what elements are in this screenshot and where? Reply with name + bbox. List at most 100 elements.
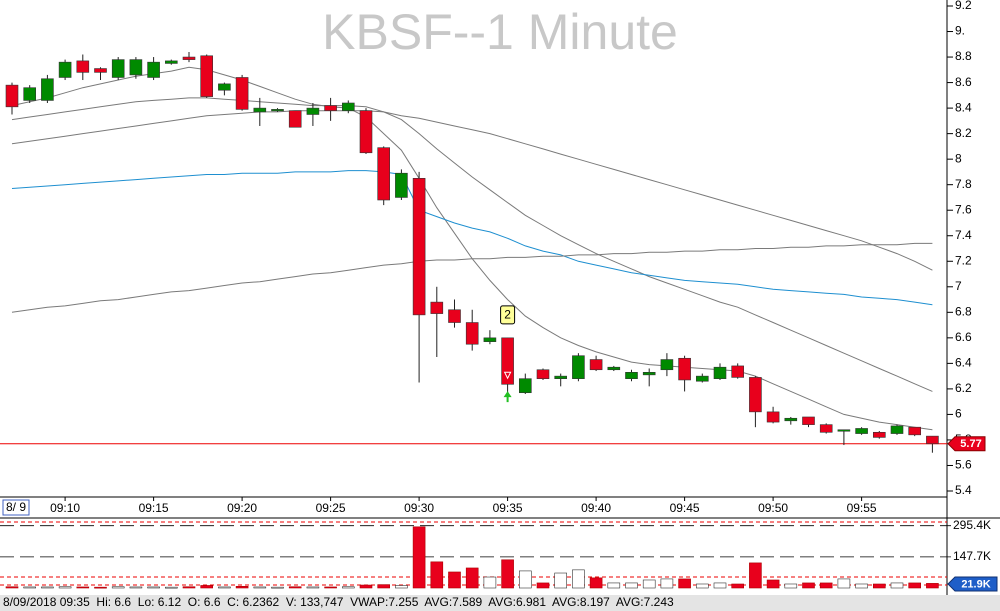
average-line xyxy=(11,97,933,392)
volume-bar xyxy=(837,578,851,589)
candle-body xyxy=(908,426,922,436)
candle-body xyxy=(129,59,143,76)
y-tick-label: 6 xyxy=(955,407,962,421)
volume-bar xyxy=(554,572,568,589)
x-tick-label: 09:35 xyxy=(493,501,523,515)
x-tick-label: 09:50 xyxy=(758,501,788,515)
status-text: 8/09/2018 09:35 Hi: 6.6 Lo: 6.12 O: 6.6 … xyxy=(3,595,674,609)
signal-arrow xyxy=(503,391,512,403)
candle-body xyxy=(572,355,585,379)
average-line xyxy=(11,170,933,306)
candle-body xyxy=(749,377,762,413)
volume-tag-label: 21.9K xyxy=(961,578,990,590)
candle-body xyxy=(253,107,267,113)
candle-body xyxy=(607,366,621,371)
date-box xyxy=(2,499,30,516)
y-tick-label: 9. xyxy=(955,24,965,38)
volume-bar xyxy=(182,586,196,589)
candle-body xyxy=(430,301,444,314)
volume-bar xyxy=(147,586,160,589)
candle-body xyxy=(5,84,19,108)
candle-body xyxy=(483,337,497,342)
y-tick-label: 6.4 xyxy=(955,356,972,370)
candle-body xyxy=(713,366,727,379)
candle-body xyxy=(642,372,656,376)
candle-body xyxy=(837,429,851,432)
candle-body xyxy=(395,172,408,198)
volume-bar xyxy=(395,585,408,589)
candle-body xyxy=(359,110,373,154)
x-tick-label: 09:10 xyxy=(50,501,80,515)
y-tick-label: 6.8 xyxy=(955,304,972,318)
candle-body xyxy=(589,359,603,371)
candle-body xyxy=(76,60,90,73)
volume-bar xyxy=(589,577,603,589)
volume-bar xyxy=(218,586,231,589)
candle-body xyxy=(766,411,780,423)
candle-body xyxy=(200,55,213,97)
y-tick-label: 8.4 xyxy=(955,100,972,114)
candle-body xyxy=(94,68,107,73)
candle-body xyxy=(341,102,355,111)
candle-body xyxy=(271,109,284,112)
candle-body xyxy=(802,416,815,425)
average-line xyxy=(11,242,933,313)
price-tag-label: 5.77 xyxy=(960,438,981,450)
candle-body xyxy=(872,431,886,438)
candle-body xyxy=(377,147,391,201)
price-tag xyxy=(947,436,986,452)
volume-bar xyxy=(607,582,621,589)
volume-bar xyxy=(749,562,762,589)
volume-bar xyxy=(5,586,19,589)
candle-body xyxy=(147,61,160,78)
volume-bar xyxy=(200,585,213,589)
volume-bar xyxy=(129,586,143,589)
volume-bar xyxy=(501,559,514,589)
candle-body xyxy=(412,178,426,316)
candle-body xyxy=(235,77,249,110)
candle-body xyxy=(518,378,532,394)
candle-body xyxy=(625,372,638,379)
x-tick-label: 09:20 xyxy=(227,501,257,515)
volume-bar xyxy=(324,586,337,589)
volume-bar xyxy=(288,586,302,589)
volume-bar xyxy=(766,579,780,589)
volume-bar xyxy=(642,579,656,589)
volume-bar xyxy=(341,586,355,589)
volume-bar xyxy=(271,586,284,589)
candle-body xyxy=(165,60,178,64)
candle-body xyxy=(536,369,550,379)
average-line xyxy=(11,110,933,271)
volume-bar xyxy=(23,586,37,589)
x-tick-label: 09:40 xyxy=(581,501,611,515)
volume-bar xyxy=(695,583,709,589)
signal-triangle xyxy=(503,371,512,380)
y-tick-label: 5.6 xyxy=(955,458,972,472)
volume-bar xyxy=(872,583,886,589)
volume-bar xyxy=(625,582,638,589)
candle-body xyxy=(678,357,691,381)
y-tick-label: 8.8 xyxy=(955,49,972,63)
candle-body xyxy=(58,61,72,78)
volume-bar xyxy=(76,586,90,589)
y-tick-label: 6.2 xyxy=(955,381,972,395)
volume-bar xyxy=(572,569,585,589)
volume-bar xyxy=(41,586,54,589)
candle-body xyxy=(465,322,479,345)
candle-body xyxy=(695,375,709,382)
candle-body xyxy=(855,428,868,434)
candle-body xyxy=(731,365,745,378)
signal-box xyxy=(500,305,516,325)
volume-bar xyxy=(58,586,72,589)
y-tick-label: 7.2 xyxy=(955,253,972,267)
date-label: 8/ 9 xyxy=(6,500,26,514)
y-tick-label: 7.6 xyxy=(955,202,972,216)
x-tick-label: 09:25 xyxy=(316,501,346,515)
volume-bar xyxy=(165,586,178,589)
x-tick-label: 09:55 xyxy=(847,501,877,515)
candle-body xyxy=(41,78,54,101)
volume-bar xyxy=(483,576,497,589)
candle-body xyxy=(218,83,231,91)
y-tick-label: 7.4 xyxy=(955,228,972,242)
